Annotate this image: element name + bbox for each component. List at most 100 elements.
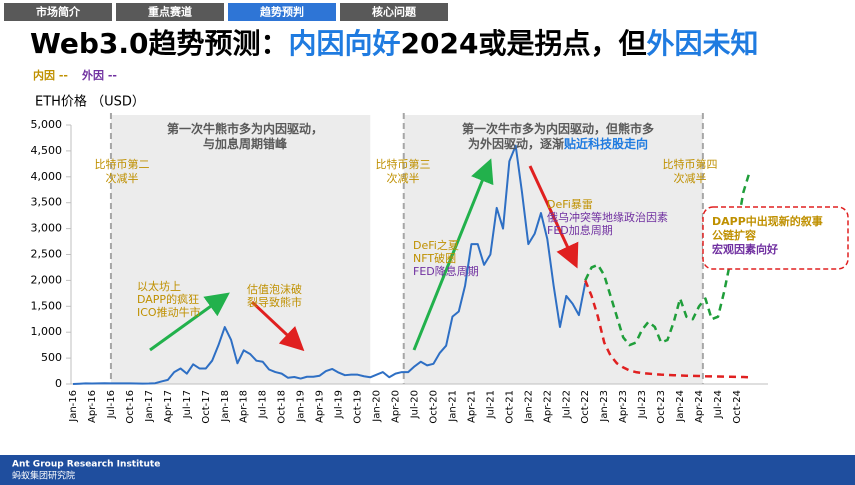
annotation-text: DAPP中出现新的叙事	[712, 214, 823, 228]
x-tick-label: Jan-22	[523, 390, 534, 423]
x-tick-label: Apr-22	[542, 390, 553, 423]
annotation: 为外因驱动，逐渐贴近科技股走向	[468, 136, 648, 151]
x-tick-label: Apr-19	[315, 390, 326, 423]
tab-label: 核心问题	[372, 5, 417, 19]
annotation-text: 次减半	[674, 171, 707, 185]
annotation-text: DAPP的疯狂	[137, 292, 199, 306]
title-part: Web3.0趋势预测：	[30, 27, 289, 60]
tab	[116, 3, 224, 21]
x-tick-label: Oct-18	[277, 390, 288, 424]
y-tick-label: 4,000	[31, 170, 63, 183]
x-tick-label: Oct-21	[504, 390, 515, 424]
tab	[228, 3, 336, 21]
annotation-text: 估值泡沫破	[247, 282, 302, 296]
x-tick-label: Oct-19	[353, 390, 364, 424]
x-tick-label: Jan-24	[675, 390, 686, 423]
annotation: 次减半	[387, 171, 420, 185]
tab	[340, 3, 448, 21]
annotation-text: 为外因驱动，逐渐	[468, 136, 564, 151]
annotation-text: 宏观因素向好	[712, 242, 778, 256]
x-tick-label: Oct-22	[580, 390, 591, 424]
annotation-text: 公链扩容	[712, 228, 756, 242]
footer-bar	[0, 455, 855, 485]
annotation: 与加息周期错峰	[203, 136, 288, 151]
trend-arrow	[528, 165, 579, 269]
annotation: 裂导致熊市	[247, 295, 302, 309]
x-tick-label: Jul-23	[637, 390, 648, 419]
annotation-text: 次减半	[387, 171, 420, 185]
y-tick-label: 5,000	[31, 118, 63, 131]
title-part: 内因向好	[289, 27, 401, 60]
annotation-text: 俄乌冲突等地缘政治因素	[547, 210, 668, 224]
x-tick-label: Jul-19	[334, 390, 345, 419]
x-tick-label: Jul-17	[182, 390, 193, 419]
y-tick-label: 2,500	[31, 248, 63, 261]
y-tick-label: 1,500	[31, 299, 63, 312]
legend-external: 外因 --	[81, 68, 117, 82]
annotation: 次减半	[106, 171, 139, 185]
x-tick-label: Apr-24	[694, 390, 705, 423]
y-tick-label: 2,000	[31, 273, 63, 286]
x-tick-label: Jul-21	[485, 390, 496, 419]
y-tick-label: 0	[55, 377, 62, 390]
x-tick-label: Apr-17	[163, 390, 174, 423]
x-tick-label: Oct-20	[428, 390, 439, 424]
annotation: DeFi暴雷	[547, 198, 593, 211]
annotation-text: 第一次牛熊市多为内因驱动，	[167, 121, 323, 136]
x-tick-label: Apr-21	[466, 390, 477, 423]
annotation-text: FED加息周期	[547, 223, 613, 237]
x-tick-label: Jan-23	[599, 390, 610, 423]
tab	[4, 3, 112, 21]
annotation: 宏观因素向好	[712, 242, 778, 256]
footer-org: Ant Group Research Institute	[12, 460, 160, 470]
y-tick-label: 500	[41, 351, 62, 364]
annotation: FED加息周期	[547, 223, 613, 237]
annotation: DeFi之夏	[413, 238, 459, 252]
annotation: 比特币第四	[663, 157, 718, 171]
legend-internal: 内因 --	[33, 68, 68, 82]
annotation: 俄乌冲突等地缘政治因素	[547, 210, 668, 224]
y-axis-label: ETH价格 （USD）	[35, 94, 145, 110]
x-tick-label: Oct-24	[732, 390, 743, 424]
footer-org-cn: 蚂蚁集团研究院	[12, 470, 75, 482]
x-tick-label: Jul-24	[713, 390, 724, 419]
annotation-text: 比特币第三	[376, 157, 431, 171]
trend-arrow	[149, 292, 230, 352]
price-line	[584, 279, 750, 379]
x-tick-label: Oct-23	[656, 390, 667, 424]
x-tick-label: Jan-19	[296, 390, 307, 423]
x-tick-label: Apr-20	[391, 390, 402, 423]
annotation-text: 裂导致熊市	[247, 295, 302, 309]
annotation-text: DeFi之夏	[413, 238, 459, 252]
annotation-text: ICO推动牛市	[137, 305, 201, 319]
price-line	[584, 171, 751, 347]
annotation: 以太坊上	[137, 279, 181, 293]
annotation-text: NFT破圈	[413, 251, 456, 265]
x-tick-label: Jan-17	[144, 390, 155, 423]
annotation-text: DeFi暴雷	[547, 198, 593, 211]
tab-label: 趋势预判	[260, 5, 304, 19]
annotation-text: 比特币第四	[663, 157, 718, 171]
annotation-text: 第一次牛市多为内因驱动，但熊市多	[462, 121, 654, 136]
annotation: 估值泡沫破	[247, 282, 302, 296]
outlook-box	[702, 206, 849, 270]
x-tick-label: Apr-18	[239, 390, 250, 423]
trend-arrow	[412, 158, 494, 351]
title-part: 2024或是拐点，但	[401, 27, 647, 60]
annotation-text: 次减半	[106, 171, 139, 185]
price-line	[72, 144, 587, 385]
y-tick-label: 3,000	[31, 222, 63, 235]
annotation: 第一次牛市多为内因驱动，但熊市多	[462, 121, 654, 136]
annotation: DAPP的疯狂	[137, 292, 199, 306]
annotation: FED降息周期	[413, 264, 479, 278]
annotation-text: 贴近科技股走向	[564, 136, 648, 151]
tab-label: 重点赛道	[148, 5, 192, 19]
annotation: 比特币第三	[376, 157, 431, 171]
annotation: ICO推动牛市	[137, 305, 201, 319]
x-tick-label: Jul-16	[106, 390, 117, 419]
slide-title: Web3.0趋势预测：内因向好2024或是拐点，但外因未知	[30, 27, 759, 60]
trend-arrow	[250, 300, 305, 352]
annotation: 公链扩容	[712, 228, 756, 242]
x-tick-label: Apr-23	[618, 390, 629, 423]
